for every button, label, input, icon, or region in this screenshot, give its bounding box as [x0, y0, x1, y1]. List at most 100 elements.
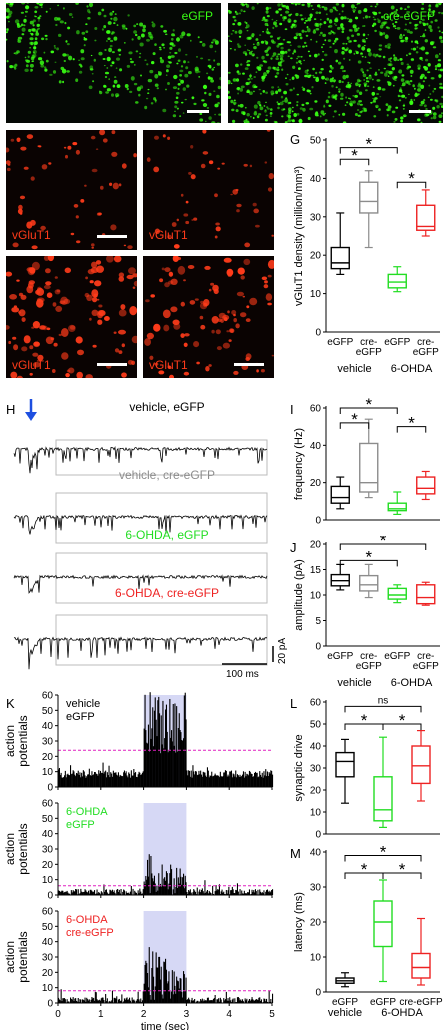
cell-dot [179, 115, 182, 117]
cell-dot [163, 324, 170, 332]
histogram-bar [95, 773, 97, 787]
cell-dot [345, 43, 348, 45]
histogram-bar [184, 692, 186, 787]
cell-dot [377, 86, 382, 91]
cell-dot [169, 42, 174, 46]
histogram-bar [83, 771, 85, 787]
histogram-bar [77, 998, 79, 1003]
cell-dot [266, 15, 270, 18]
histogram-bar [206, 997, 208, 1003]
cell-dot [244, 242, 251, 248]
histogram-bar [156, 736, 158, 787]
cell-dot [375, 71, 377, 74]
histogram-bar [192, 765, 194, 787]
cell-dot [17, 39, 22, 43]
micrograph-cre-egfp: cre-eGFP [228, 3, 443, 123]
panel-letter-h: H [6, 402, 16, 417]
cell-dot [419, 76, 423, 80]
histogram-bar [117, 889, 119, 895]
cell-dot [293, 19, 297, 23]
cell-dot [128, 267, 136, 275]
cell-dot [346, 101, 349, 104]
histogram-bar [58, 769, 60, 787]
micrograph-cre-egfp-dots [228, 3, 443, 123]
cell-dot [187, 265, 195, 269]
cell-dot [6, 28, 9, 31]
cell-dot [6, 160, 11, 165]
histogram-bar [121, 994, 123, 1003]
cell-dot [280, 61, 283, 64]
histogram-bar [244, 771, 246, 787]
cell-dot [65, 154, 68, 159]
histogram-bar [226, 1000, 228, 1003]
histogram-bar [149, 692, 151, 787]
histogram-bar [242, 893, 244, 895]
box [387, 273, 407, 289]
histogram-bar [167, 981, 169, 1003]
cell-dot [85, 374, 93, 378]
histogram-bar [140, 998, 142, 1003]
cell-dot [245, 22, 248, 25]
significance-bracket [396, 181, 427, 189]
cell-dot [16, 137, 21, 143]
cell-dot [289, 79, 292, 81]
cell-dot [21, 346, 28, 352]
cell-dot [240, 312, 247, 318]
cell-dot [301, 86, 304, 88]
cell-dot [378, 108, 381, 111]
cell-dot [262, 17, 266, 20]
histogram-bar [208, 890, 210, 895]
histogram-bar [76, 773, 78, 787]
histogram-bar [266, 776, 268, 787]
cell-dot [402, 104, 406, 107]
analysis-window [55, 614, 268, 666]
histogram-bar [83, 891, 85, 895]
histogram-bar [163, 961, 165, 1003]
cell-dot [113, 36, 118, 41]
histogram-bar [143, 728, 145, 787]
histogram-bar [66, 774, 68, 787]
cell-dot [332, 79, 336, 82]
cell-dot [338, 90, 341, 93]
cell-dot [352, 24, 357, 29]
histogram-bar [157, 700, 159, 787]
histogram-bar [245, 893, 247, 895]
cell-dot [347, 81, 350, 84]
cell-dot [245, 119, 248, 121]
cell-dot [108, 58, 111, 61]
cell-dot [240, 275, 245, 280]
histogram-bar [169, 991, 171, 1003]
cell-dot [36, 287, 45, 296]
cell-dot [260, 40, 265, 44]
cell-dot [112, 182, 119, 190]
histogram-bar [113, 997, 115, 1003]
micrograph-egfp-dots [6, 3, 221, 123]
box [359, 181, 379, 214]
cell-dot [391, 67, 395, 71]
cell-dot [393, 54, 396, 57]
cell-dot [335, 24, 338, 27]
histogram-bar [192, 892, 194, 895]
histogram-bar [248, 889, 250, 895]
cell-dot [280, 50, 284, 55]
histogram-bar [165, 871, 167, 895]
cell-dot [324, 82, 327, 84]
box [387, 502, 407, 512]
cell-dot [334, 22, 336, 25]
cell-dot [21, 27, 26, 32]
histogram-bar [90, 889, 92, 895]
cell-dot [88, 3, 94, 8]
histogram-bar [188, 770, 190, 787]
cell-dot [275, 90, 279, 95]
cell-dot [359, 111, 363, 114]
histogram-bar [183, 888, 185, 895]
histogram-bar [263, 998, 265, 1003]
histogram-bar [228, 886, 230, 895]
histogram-bar [145, 960, 147, 1003]
histogram-bar [171, 741, 173, 787]
histogram-bar [117, 892, 119, 895]
cell-dot [275, 20, 278, 22]
histogram-bar [70, 765, 72, 787]
cell-dot [251, 53, 255, 57]
cell-dot [421, 18, 425, 22]
